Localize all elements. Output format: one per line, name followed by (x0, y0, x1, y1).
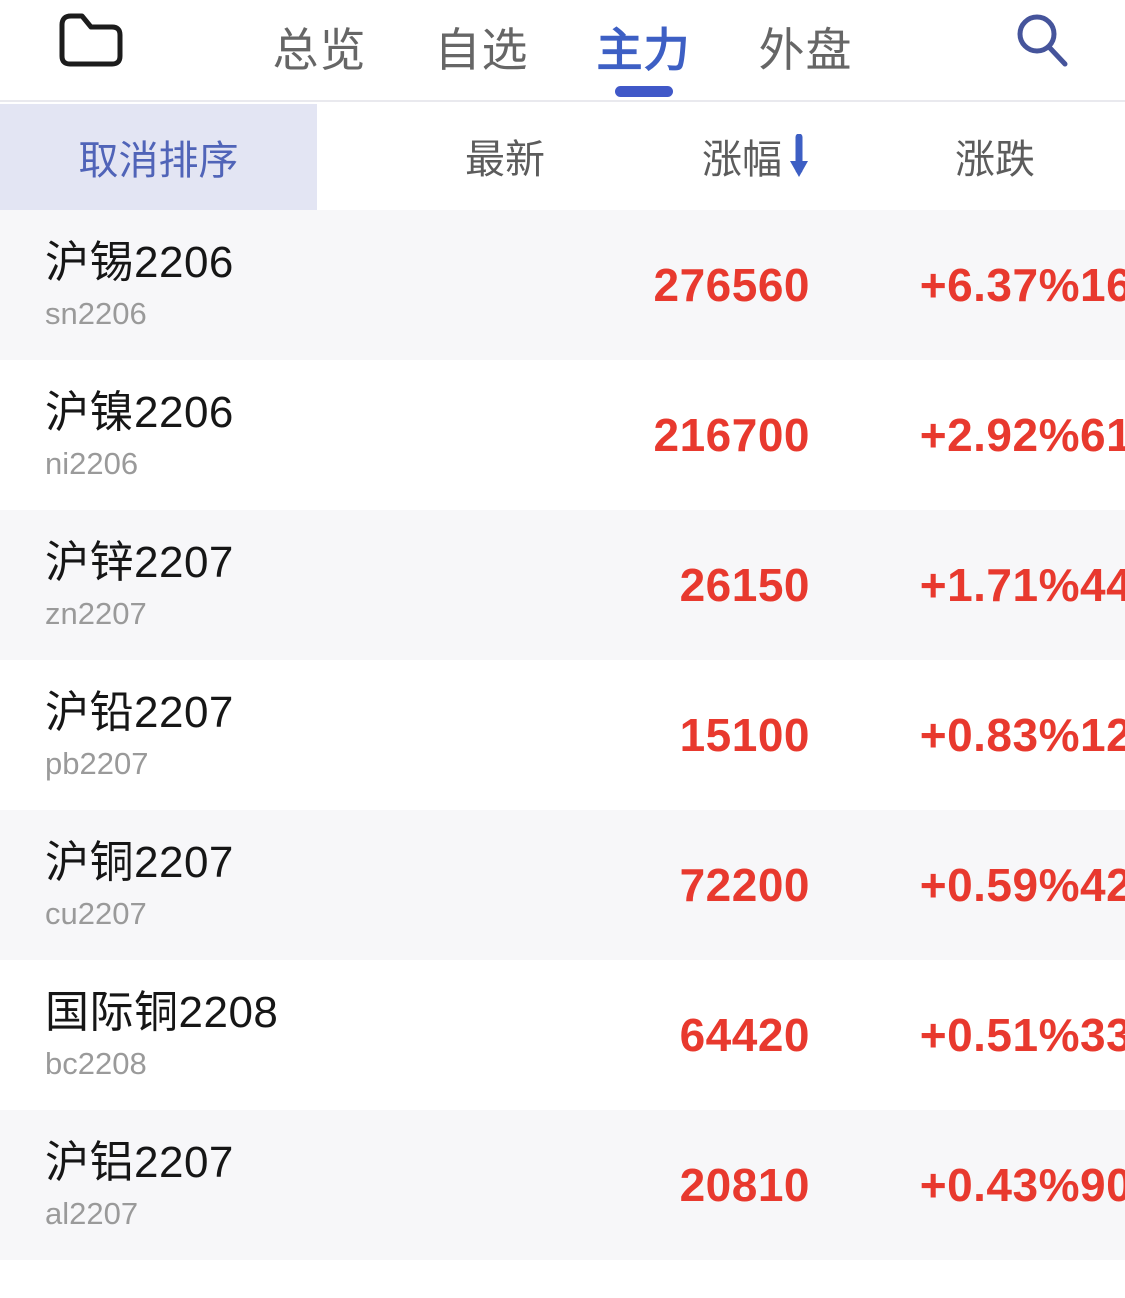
cell-change-value: 16550 (1080, 259, 1125, 311)
contract-code: cu2207 (45, 896, 147, 932)
cell-change-value: 330 (1080, 1009, 1125, 1061)
search-button[interactable] (1003, 4, 1083, 80)
contract-name: 沪铅2207 (45, 687, 234, 737)
contract-name: 沪镍2206 (45, 387, 234, 437)
contract-name: 沪铜2207 (45, 837, 234, 887)
contract-name: 沪锡2206 (45, 237, 234, 287)
contract-cell: 沪锡2206 sn2206 (0, 238, 545, 333)
cell-change-value: 440 (1080, 559, 1125, 611)
cell-last-price: 26150 (679, 559, 810, 611)
cell-change-value: 420 (1080, 859, 1125, 911)
tab-label: 外盘 (758, 24, 853, 76)
contract-code: al2207 (45, 1196, 139, 1232)
cell-change-percent: +0.51% (919, 1009, 1080, 1061)
cell-last-price: 20810 (679, 1159, 810, 1211)
contract-cell: 沪铝2207 al2207 (0, 1138, 545, 1233)
contract-cell: 沪铜2207 cu2207 (0, 838, 545, 933)
folder-icon (55, 9, 127, 71)
table-row[interactable]: 国际铜2208 bc2208 64420 +0.51% 330 (0, 960, 1125, 1110)
contract-code: zn2207 (45, 596, 147, 632)
tab-label: 总览 (272, 24, 367, 76)
cell-last-price: 72200 (679, 859, 810, 911)
search-icon (1007, 6, 1079, 78)
contract-cell: 国际铜2208 bc2208 (0, 988, 545, 1083)
contract-code: ni2206 (45, 446, 139, 482)
cell-last-price: 216700 (653, 409, 810, 461)
contract-code: bc2208 (45, 1046, 147, 1082)
cell-change-percent: +0.43% (919, 1159, 1080, 1211)
table-row[interactable]: 沪铜2207 cu2207 72200 +0.59% 420 (0, 810, 1125, 960)
tab-label: 主力 (596, 24, 691, 76)
contract-cell: 沪铅2207 pb2207 (0, 688, 545, 783)
contract-name: 沪锌2207 (45, 537, 234, 587)
column-header-last[interactable]: 最新 (465, 138, 545, 182)
tab-main-contracts[interactable]: 主力 (597, 0, 691, 100)
tab-overview[interactable]: 总览 (273, 0, 367, 100)
cell-change-value: 90 (1080, 1159, 1125, 1211)
table-row[interactable]: 沪镍2206 ni2206 216700 +2.92% 6140 (0, 360, 1125, 510)
tab-foreign-markets[interactable]: 外盘 (759, 0, 853, 100)
table-row[interactable]: 沪锌2207 zn2207 26150 +1.71% 440 (0, 510, 1125, 660)
cell-change-percent: +2.92% (919, 409, 1080, 461)
tab-favorites[interactable]: 自选 (435, 0, 529, 100)
cell-last-price: 64420 (679, 1009, 810, 1061)
contract-name: 国际铜2208 (45, 987, 279, 1037)
table-row[interactable]: 沪铅2207 pb2207 15100 +0.83% 125 (0, 660, 1125, 810)
column-header-change-percent-label: 涨幅 (702, 138, 782, 182)
contract-code: sn2206 (45, 296, 147, 332)
cell-change-percent: +6.37% (919, 259, 1080, 311)
tab-list: 总览 自选 主力 外盘 (0, 0, 1125, 100)
table-row[interactable]: 沪锡2206 sn2206 276560 +6.37% 16550 (0, 210, 1125, 360)
contract-name: 沪铝2207 (45, 1137, 234, 1187)
cell-change-percent: +0.59% (919, 859, 1080, 911)
column-header-change[interactable]: 涨跌 (955, 138, 1035, 182)
cell-change-value: 6140 (1080, 409, 1125, 461)
tab-label: 自选 (434, 24, 529, 76)
quote-table: 沪锡2206 sn2206 276560 +6.37% 16550 沪镍2206… (0, 210, 1125, 1260)
table-row[interactable]: 沪铝2207 al2207 20810 +0.43% 90 (0, 1110, 1125, 1260)
column-header-change-percent[interactable]: 涨幅 (545, 127, 810, 185)
cell-change-value: 125 (1080, 709, 1125, 761)
cancel-sort-button[interactable]: 取消排序 (0, 104, 317, 210)
quote-table-header: 取消排序 最新 涨幅 涨跌 (0, 100, 1125, 210)
cell-change-percent: +1.71% (919, 559, 1080, 611)
cell-last-price: 15100 (679, 709, 810, 761)
folder-button[interactable] (52, 6, 130, 74)
cell-change-percent: +0.83% (919, 709, 1080, 761)
contract-cell: 沪镍2206 ni2206 (0, 388, 545, 483)
cell-last-price: 276560 (653, 259, 810, 311)
top-tab-bar: 总览 自选 主力 外盘 (0, 0, 1125, 100)
sort-desc-arrow-icon (788, 134, 810, 178)
contract-code: pb2207 (45, 746, 149, 782)
contract-cell: 沪锌2207 zn2207 (0, 538, 545, 633)
